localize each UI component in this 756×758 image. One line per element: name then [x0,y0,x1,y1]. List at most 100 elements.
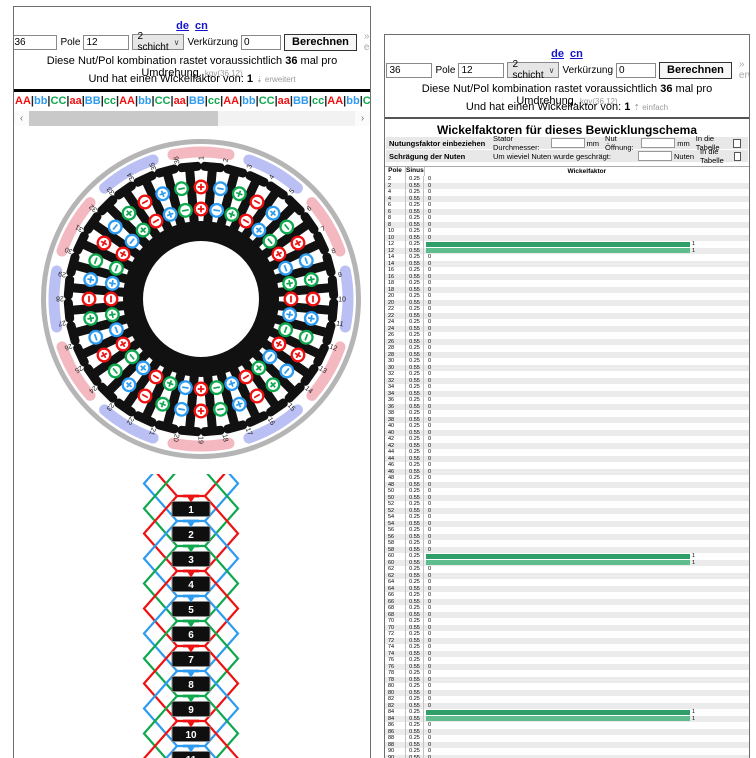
table-row: 88 0.25 0 [385,735,749,742]
slot-markers [238,194,265,229]
lang-link-cn[interactable]: cn [570,48,583,60]
table-row: 30 0.25 0 [385,358,749,365]
scroll-left-icon[interactable]: ‹ [14,111,29,126]
skew-input[interactable] [638,151,672,161]
berechnen-button[interactable]: Berechnen [659,61,732,79]
sinus-value: 0.55 [406,273,424,280]
slot-number: 21 [147,426,156,436]
slot-markers [121,360,151,393]
table-row: 52 0.55 0 [385,507,749,514]
einfach-toggle-link[interactable]: ⇡ einfach [633,103,669,112]
pole-value: 48 [385,481,406,488]
pole-value: 82 [385,702,406,709]
factor-value: 0 [428,520,432,527]
phase-group: BB [292,95,309,107]
stator-tooth [240,181,288,241]
schicht-select[interactable]: 2 schicht ∨ [132,31,185,53]
erweitert-toggle-link[interactable]: ⇣ erweitert [255,75,296,84]
stator-tooth [83,338,143,386]
scrollbar-track[interactable] [29,111,355,126]
factor-value: 0 [428,384,432,390]
pole-value: 64 [385,585,406,592]
factor-value: 0 [428,533,432,540]
winding-factor-line: Und hat einen Wickelfaktor von: 1 ⇣ erwei… [88,73,296,85]
factor-value: 0 [428,338,432,345]
sinus-value: 0.55 [406,689,424,696]
table-row: 32 0.25 0 [385,371,749,378]
erweitert-link[interactable]: » erweitert [738,59,749,81]
factor-value: 0 [428,358,432,364]
table-row: 26 0.25 0 [385,332,749,339]
sinus-value: 0.25 [406,553,424,560]
schicht-select[interactable]: 2 schicht ∨ [507,59,560,81]
pole-value: 2 [385,182,406,189]
table-row: 90 0.25 0 [385,748,749,755]
slot-markers [107,219,140,249]
lang-link-de[interactable]: de [551,48,564,60]
factor-value: 0 [428,572,432,579]
stator-tooth [259,212,319,260]
factor-value: 0 [428,449,432,455]
factor-value: 0 [428,351,432,358]
scroll-right-icon[interactable]: › [355,111,370,126]
language-nav: de cn [14,16,370,32]
factors-title: Wickelfaktoren für dieses Bewicklungsche… [437,123,697,137]
kgv-link[interactable]: kgv(36,12) [204,69,243,78]
erweitert-link[interactable]: » erweitert [363,31,370,53]
sinus-value: 0.25 [406,228,424,235]
verkuerzung-input[interactable] [616,62,657,78]
pole-value: 34 [385,384,406,391]
table-row: 42 0.25 0 [385,436,749,443]
winding-factor-bar [426,716,690,722]
table-row: 2 0.55 0 [385,182,749,189]
pole-value: 36 [385,403,406,410]
slot-number: 5 [288,188,296,196]
pole-value: 4 [385,189,406,196]
pole-value: 60 [385,553,406,560]
slot-markers [96,336,131,363]
in-die-tabelle-checkbox[interactable] [734,151,741,161]
pole-value: 78 [385,676,406,683]
scrollbar-thumb[interactable] [29,111,219,126]
lang-link-de[interactable]: de [176,20,189,32]
stator-diameter-input[interactable] [550,138,585,148]
factor-value: 0 [428,670,432,676]
in-die-tabelle-checkbox[interactable] [733,138,741,148]
sinus-value: 0.55 [406,182,424,189]
factor-value: 0 [428,475,432,481]
slot-number: 11 [336,320,344,328]
pole-value: 88 [385,735,406,742]
slot-box-number: 5 [188,605,194,616]
table-row: 82 0.25 0 [385,696,749,703]
nuten-input[interactable] [386,62,433,78]
table-row: 2 0.25 0 [385,176,749,183]
stator-tooth [259,338,319,386]
sinus-value: 0.55 [406,351,424,358]
pole-input[interactable] [83,34,130,50]
magnet-arc [306,341,346,401]
verkuerzung-input[interactable] [241,34,282,50]
sinus-value: 0.55 [406,715,424,722]
factor-value: 0 [428,481,432,488]
pole-value: 62 [385,566,406,573]
nuten-input[interactable] [14,34,58,50]
factor-value: 0 [428,234,432,241]
bar-value: 1 [692,553,696,559]
factor-value: 0 [428,585,432,592]
lang-link-cn[interactable]: cn [195,20,208,32]
phase-group: AA [119,95,135,107]
kgv-link[interactable]: kgv(36,12) [579,97,618,106]
table-row: 54 0.55 0 [385,520,749,527]
factor-value: 0 [428,429,432,436]
berechnen-button[interactable]: Berechnen [284,33,357,51]
pole-input[interactable] [458,62,505,78]
table-row: 44 0.55 0 [385,455,749,462]
slot-opening-input[interactable] [641,138,676,148]
bar-value: 1 [692,247,696,254]
pole-value: 20 [385,293,406,300]
slot-markers [193,179,209,217]
separator: | [239,95,243,107]
pole-value: 60 [385,559,406,566]
sinus-value: 0.25 [406,384,424,391]
pole-value: 90 [385,748,406,755]
